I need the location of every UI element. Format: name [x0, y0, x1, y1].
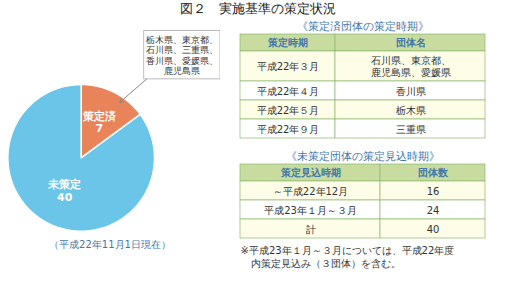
svg-text:《策定済団体の策定時期》: 《策定済団体の策定時期》	[297, 20, 429, 33]
svg-text:策定済7: 策定済7	[82, 110, 117, 136]
svg-text:平成22年５月: 平成22年５月	[257, 105, 320, 116]
svg-text:～平成22年12月: ～平成22年12月	[273, 186, 348, 197]
svg-text:策定時期: 策定時期	[267, 37, 308, 48]
svg-text:※平成23年１月～３月については、平成22年度 内策定見込み: ※平成23年１月～３月については、平成22年度 内策定見込み（３団体）を含む。	[241, 245, 455, 269]
svg-text:40: 40	[427, 224, 440, 235]
html-text:図２ 実施基準の策定状況: 図２ 実施基準の策定状況	[180, 1, 336, 16]
svg-text:団体名: 団体名	[396, 37, 426, 48]
html-text:（平成22年11月1日現在）: （平成22年11月1日現在）	[49, 239, 171, 250]
svg-text:栃木県、東京都、石川県、三重県、香川県、愛媛県、鹿児島県: 栃木県、東京都、石川県、三重県、香川県、愛媛県、鹿児島県	[146, 35, 218, 76]
svg-text:団体数: 団体数	[418, 167, 449, 178]
svg-text:《未策定団体の策定見込時期》: 《未策定団体の策定見込時期》	[286, 150, 440, 163]
svg-text:計: 計	[306, 224, 316, 235]
svg-text:24: 24	[427, 205, 440, 216]
svg-text:平成22年３月: 平成22年３月	[257, 61, 320, 72]
svg-text:平成23年１月～３月: 平成23年１月～３月	[264, 205, 357, 216]
svg-text:三重県: 三重県	[396, 124, 426, 135]
svg-text:16: 16	[427, 186, 440, 197]
svg-text:石川県、東京都、鹿児島県、愛媛県: 石川県、東京都、鹿児島県、愛媛県	[371, 55, 451, 78]
svg-text:香川県: 香川県	[396, 86, 426, 97]
svg-text:平成22年４月: 平成22年４月	[257, 86, 320, 97]
svg-text:平成22年９月: 平成22年９月	[257, 124, 320, 135]
svg-text:未策定40: 未策定40	[47, 178, 81, 204]
svg-text:栃木県: 栃木県	[396, 105, 426, 116]
svg-text:策定見込時期: 策定見込時期	[280, 167, 341, 178]
